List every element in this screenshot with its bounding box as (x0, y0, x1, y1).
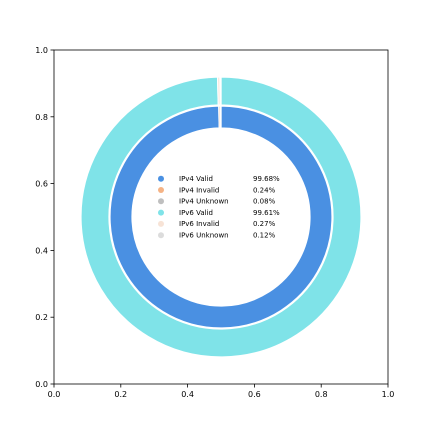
y-tick-label: 0.6 (35, 180, 48, 189)
legend-percent: 99.68% (253, 175, 280, 183)
legend-marker-ipv4-unknown (158, 198, 164, 205)
legend-marker-ipv6-unknown (158, 232, 164, 239)
legend-label: IPv4 Unknown (179, 198, 229, 206)
y-axis: 0.0 0.2 0.4 0.6 0.8 1.0 (35, 46, 54, 389)
y-tick-label: 0.8 (35, 113, 48, 122)
x-tick-label: 1.0 (382, 390, 395, 399)
y-tick-label: 0.2 (35, 313, 48, 322)
legend-label: IPv4 Invalid (179, 186, 219, 194)
legend-percent: 0.12% (253, 232, 276, 240)
x-tick-label: 0.0 (48, 390, 61, 399)
legend-label: IPv4 Valid (179, 175, 213, 183)
x-tick-label: 0.4 (181, 390, 194, 399)
y-tick-label: 0.4 (35, 246, 48, 255)
y-tick-label: 1.0 (35, 46, 48, 55)
x-tick-label: 0.8 (315, 390, 328, 399)
legend-percent: 0.08% (253, 198, 276, 206)
legend-label: IPv6 Valid (179, 209, 213, 217)
legend: IPv4 Valid 99.68% IPv4 Invalid 0.24% IPv4 Un… (158, 175, 280, 240)
legend-marker-ipv4-invalid (158, 187, 164, 193)
slice-ipv6-unknown (219, 76, 222, 106)
legend-label: IPv6 Invalid (179, 220, 219, 228)
legend-percent: 99.61% (253, 209, 280, 217)
legend-marker-ipv6-valid (158, 209, 164, 216)
legend-percent: 0.24% (253, 186, 276, 194)
x-axis: 0.0 0.2 0.4 0.6 0.8 1.0 (48, 384, 395, 399)
legend-marker-ipv6-invalid (158, 220, 164, 227)
y-tick-label: 0.0 (35, 380, 48, 389)
legend-label: IPv6 Unknown (179, 232, 229, 240)
x-tick-label: 0.6 (248, 390, 261, 399)
legend-marker-ipv4-valid (158, 175, 164, 182)
legend-percent: 0.27% (253, 220, 276, 228)
slice-ipv6-valid (80, 76, 362, 358)
slice-ipv4-valid (109, 105, 333, 329)
slice-ipv4-unknown (219, 105, 222, 129)
donut-rings (80, 76, 362, 358)
x-tick-label: 0.2 (114, 390, 127, 399)
